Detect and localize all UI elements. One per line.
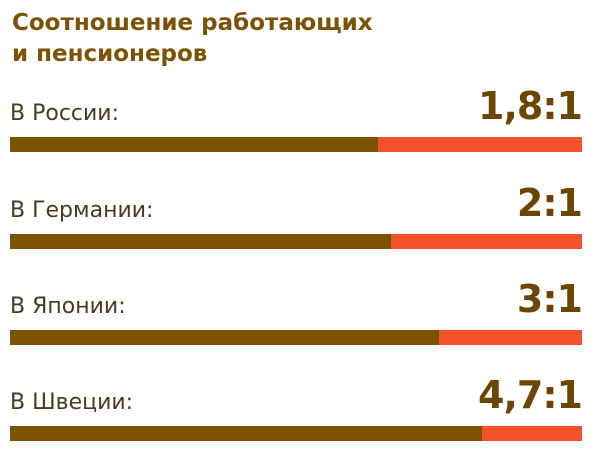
category-label: В России: (10, 101, 120, 126)
chart-title: Соотношение работающих и пенсионеров (12, 8, 592, 70)
workers-bar-segment (10, 426, 482, 441)
workers-bar-segment (10, 137, 378, 152)
bar-row: В Германии: 2:1 (10, 181, 583, 249)
chart-title-line-2: и пенсионеров (12, 41, 208, 67)
chart-title-line-1: Соотношение работающих (12, 10, 373, 36)
bar-row: В Швеции: 4,7:1 (10, 373, 583, 441)
workers-bar-segment (10, 234, 392, 249)
bar-row: В Японии: 3:1 (10, 277, 583, 345)
category-label: В Швеции: (10, 390, 134, 415)
ratio-label: 1,8:1 (478, 84, 583, 128)
ratio-bar (10, 330, 582, 345)
workers-bar-segment (10, 330, 439, 345)
category-label: В Германии: (10, 198, 154, 223)
bar-row: В России: 1,8:1 (10, 84, 583, 152)
ratio-bar (10, 234, 582, 249)
ratio-bar (10, 426, 582, 441)
ratio-label: 2:1 (516, 181, 583, 225)
ratio-label: 4,7:1 (478, 373, 583, 417)
ratio-label: 3:1 (516, 277, 583, 321)
ratio-bar (10, 137, 582, 152)
category-label: В Японии: (10, 294, 126, 319)
